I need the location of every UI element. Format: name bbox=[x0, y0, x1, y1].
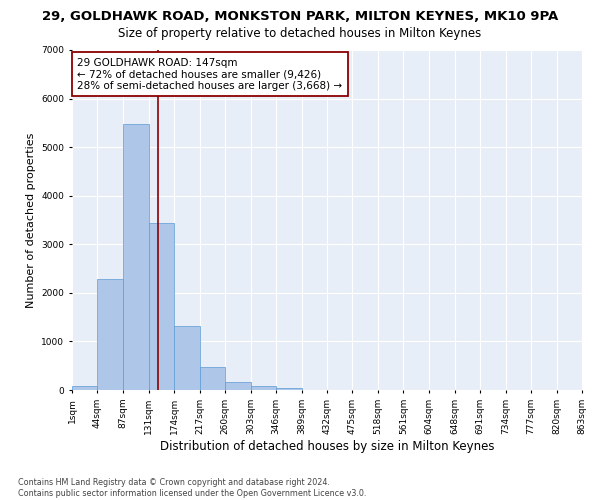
Bar bbox=[175, 326, 200, 390]
Y-axis label: Number of detached properties: Number of detached properties bbox=[26, 132, 36, 308]
Bar bbox=[251, 386, 276, 390]
Text: 29 GOLDHAWK ROAD: 147sqm
← 72% of detached houses are smaller (9,426)
28% of sem: 29 GOLDHAWK ROAD: 147sqm ← 72% of detach… bbox=[77, 58, 343, 91]
Bar bbox=[123, 124, 149, 390]
Bar bbox=[276, 388, 302, 390]
Text: Contains HM Land Registry data © Crown copyright and database right 2024.
Contai: Contains HM Land Registry data © Crown c… bbox=[18, 478, 367, 498]
Text: Size of property relative to detached houses in Milton Keynes: Size of property relative to detached ho… bbox=[118, 28, 482, 40]
Bar bbox=[72, 386, 97, 390]
Bar bbox=[97, 280, 123, 390]
Bar bbox=[200, 367, 225, 390]
Bar bbox=[149, 223, 175, 390]
Text: 29, GOLDHAWK ROAD, MONKSTON PARK, MILTON KEYNES, MK10 9PA: 29, GOLDHAWK ROAD, MONKSTON PARK, MILTON… bbox=[42, 10, 558, 23]
X-axis label: Distribution of detached houses by size in Milton Keynes: Distribution of detached houses by size … bbox=[160, 440, 494, 452]
Bar bbox=[225, 382, 251, 390]
